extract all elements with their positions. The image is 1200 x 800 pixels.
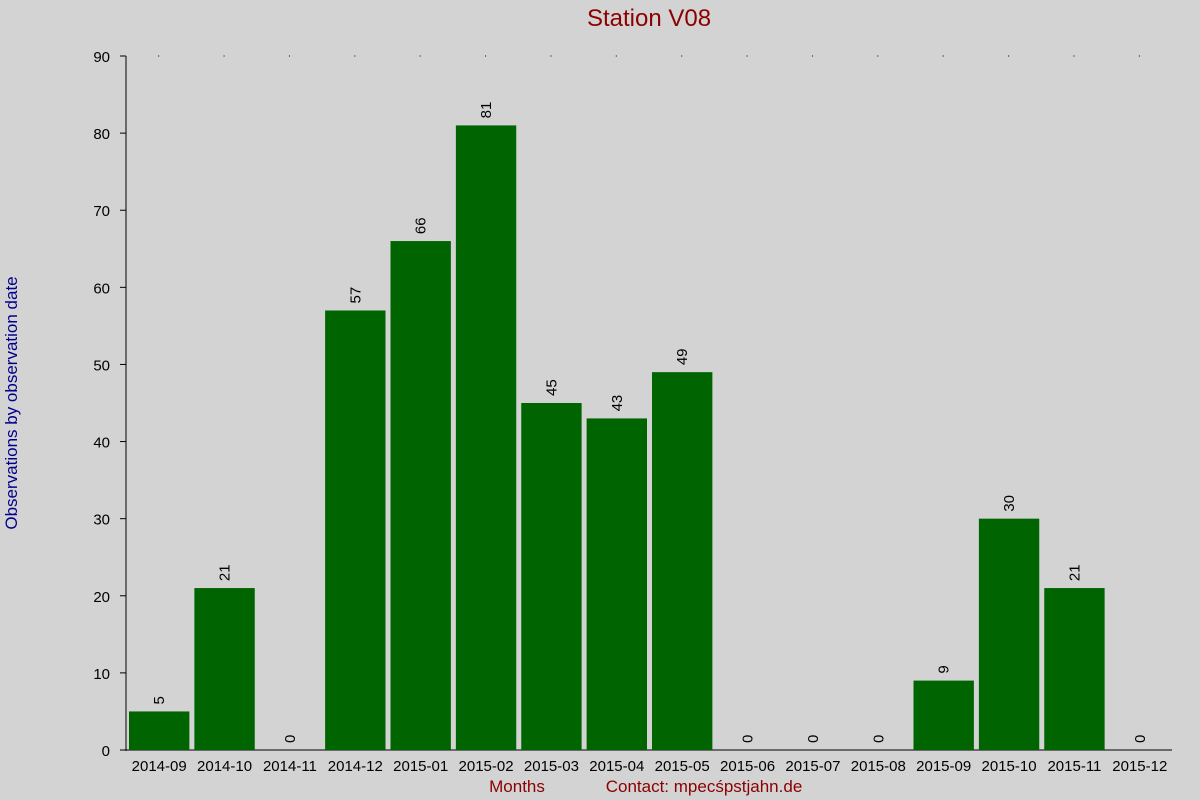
grid-dot xyxy=(354,55,356,57)
bar xyxy=(129,711,190,750)
x-tick-label: 2015-11 xyxy=(1047,758,1101,775)
x-tick-label: 2015-02 xyxy=(459,758,514,775)
x-tick-label: 2015-05 xyxy=(655,758,710,775)
bar xyxy=(390,241,451,751)
bar xyxy=(325,310,386,750)
bar-value-label: 66 xyxy=(413,217,430,234)
y-tick-label: 70 xyxy=(93,203,110,220)
x-tick-label: 2015-10 xyxy=(982,758,1037,775)
x-tick-label: 2014-09 xyxy=(132,758,187,775)
grid-dot xyxy=(746,55,748,57)
x-tick-label: 2015-12 xyxy=(1112,758,1167,775)
bar-value-label: 45 xyxy=(543,379,560,396)
chart-title: Station V08 xyxy=(587,5,711,32)
bar xyxy=(913,680,974,750)
grid-dot xyxy=(1073,55,1075,57)
x-tick-label: 2014-12 xyxy=(328,758,383,775)
grid-dot xyxy=(550,55,552,57)
grid-dot xyxy=(158,55,160,57)
grid-dot xyxy=(1008,55,1010,57)
grid-dot xyxy=(681,55,683,57)
bar-value-label: 5 xyxy=(151,696,168,704)
bar-value-label: 0 xyxy=(805,735,822,743)
grid-dot xyxy=(288,55,290,57)
grid-dot xyxy=(942,55,944,57)
y-tick-label: 40 xyxy=(93,435,110,452)
bar xyxy=(521,403,582,750)
x-axis-label: Months xyxy=(489,777,545,796)
y-axis-label: Observations by observation date xyxy=(2,276,21,529)
x-tick-label: 2015-03 xyxy=(524,758,579,775)
bar-value-label: 0 xyxy=(740,735,757,743)
bar xyxy=(978,518,1040,750)
bar-value-label: 0 xyxy=(1132,735,1149,743)
bar-value-label: 57 xyxy=(347,287,364,304)
grid-dot xyxy=(1138,55,1140,57)
plot-area: 010203040506070809052014-09212014-100201… xyxy=(93,49,1172,775)
y-tick-label: 0 xyxy=(102,743,110,760)
x-tick-label: 2015-01 xyxy=(393,758,448,775)
bar-value-label: 21 xyxy=(1066,564,1083,581)
x-tick-label: 2015-07 xyxy=(785,758,840,775)
bar xyxy=(1044,588,1105,750)
bar-value-label: 30 xyxy=(1001,495,1018,512)
grid-dot xyxy=(485,55,487,57)
y-tick-label: 80 xyxy=(93,126,110,143)
grid-dot xyxy=(877,55,879,57)
x-tick-label: 2015-08 xyxy=(851,758,906,775)
y-tick-label: 30 xyxy=(93,512,110,529)
bar-value-label: 0 xyxy=(282,735,299,743)
bar-value-label: 43 xyxy=(609,395,626,412)
y-tick-label: 10 xyxy=(93,666,110,683)
bar-value-label: 21 xyxy=(217,564,234,581)
bar xyxy=(194,588,255,750)
x-tick-label: 2015-04 xyxy=(589,758,644,775)
x-tick-label: 2014-10 xyxy=(197,758,252,775)
grid-dot xyxy=(811,55,813,57)
y-tick-label: 50 xyxy=(93,357,110,374)
bar-value-label: 9 xyxy=(936,665,953,673)
bar-value-label: 0 xyxy=(870,735,887,743)
x-tick-label: 2015-06 xyxy=(720,758,775,775)
bar-value-label: 49 xyxy=(674,348,691,365)
y-tick-label: 20 xyxy=(93,589,110,606)
x-tick-label: 2015-09 xyxy=(916,758,971,775)
bar xyxy=(652,372,713,750)
bar xyxy=(586,418,647,750)
y-tick-label: 60 xyxy=(93,280,110,297)
bar xyxy=(455,125,517,750)
grid-dot xyxy=(419,55,421,57)
contact-label: Contact: mpecśpstjahn.de xyxy=(606,777,803,796)
grid-dot xyxy=(223,55,225,57)
x-tick-label: 2014-11 xyxy=(263,758,317,775)
grid-dot xyxy=(615,55,617,57)
bar-value-label: 81 xyxy=(478,102,495,119)
y-tick-label: 90 xyxy=(93,49,110,66)
